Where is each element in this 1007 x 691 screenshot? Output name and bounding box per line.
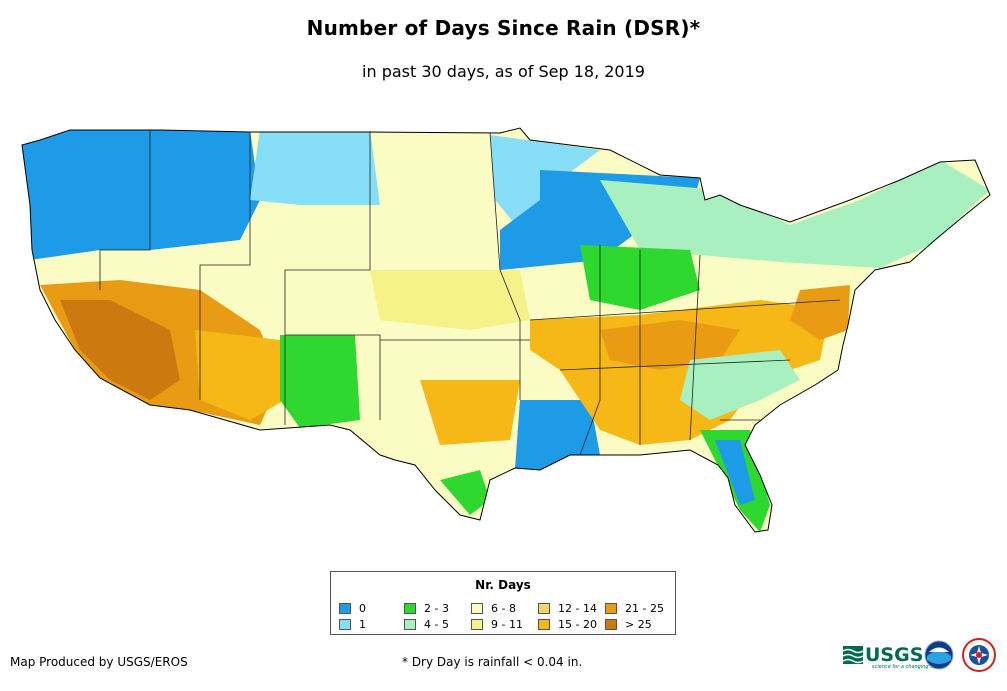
legend-label: 12 - 14 [558, 602, 597, 615]
dsr-area-9-11-plains [370, 270, 530, 330]
legend-label: > 25 [625, 618, 652, 631]
legend-swatch [605, 619, 617, 630]
dsr-area-15-20-arizona [195, 330, 285, 420]
usgs-logo: USGS [843, 642, 923, 668]
legend-item: 15 - 20 [538, 618, 597, 631]
dsr-area-15-20-texas [420, 380, 520, 445]
dsr-area-2-3-new-mexico [280, 335, 360, 428]
legend-item: 0 [339, 602, 366, 615]
legend-item: 9 - 11 [471, 618, 523, 631]
dsr-area-1-montana [250, 130, 380, 205]
legend-label: 15 - 20 [558, 618, 597, 631]
legend-item: 21 - 25 [605, 602, 664, 615]
dsr-area-over-25-california [60, 300, 180, 400]
dsr-area-21-25-mid-atlantic [790, 285, 850, 340]
legend-label: 21 - 25 [625, 602, 664, 615]
legend-swatch [404, 603, 416, 614]
noaa-logo-icon [924, 640, 954, 670]
legend-item: 4 - 5 [404, 618, 449, 631]
dsr-area-0-florida [715, 440, 755, 505]
dsr-area-4-5-carolinas [680, 350, 800, 420]
legend-swatch [404, 619, 416, 630]
legend-item: > 25 [605, 618, 652, 631]
dsr-categories [22, 128, 990, 532]
dry-day-note: * Dry Day is rainfall < 0.04 in. [402, 655, 583, 669]
legend-swatch [538, 619, 550, 630]
legend-item: 6 - 8 [471, 602, 516, 615]
legend-item: 2 - 3 [404, 602, 449, 615]
map-title: Number of Days Since Rain (DSR)* [306, 16, 701, 40]
map-subtitle: in past 30 days, as of Sep 18, 2019 [362, 62, 645, 81]
us-outline [21, 127, 991, 533]
legend-swatch [471, 619, 483, 630]
legend-swatch [339, 619, 351, 630]
legend-label: 2 - 3 [424, 602, 449, 615]
legend-swatch [538, 603, 550, 614]
legend-item: 1 [339, 618, 366, 631]
usgs-wordmark: USGS [865, 644, 924, 666]
us-dsr-map [21, 127, 991, 533]
legend-label: 9 - 11 [491, 618, 523, 631]
dsr-area-2-3-south-texas [440, 470, 490, 515]
usgs-tagline: science for a changing world [872, 664, 944, 670]
usgs-waves-icon [843, 646, 863, 664]
legend-label: 6 - 8 [491, 602, 516, 615]
legend-swatch [605, 603, 617, 614]
legend-label: 4 - 5 [424, 618, 449, 631]
nws-logo-icon [962, 638, 996, 672]
legend-swatch [471, 603, 483, 614]
state-boundaries [99, 130, 841, 456]
legend-title: Nr. Days [475, 578, 531, 592]
legend-label: 1 [359, 618, 366, 631]
dsr-area-0-northwest [22, 130, 260, 260]
legend-swatch [339, 603, 351, 614]
dsr-area-21-25-tennessee [600, 320, 740, 370]
legend-label: 0 [359, 602, 366, 615]
legend: Nr. Days 0 1 2 - 3 4 - 5 6 - 8 9 - 11 12 - 14 1… [330, 571, 676, 635]
dsr-area-0-louisiana [515, 400, 600, 470]
map-credit: Map Produced by USGS/EROS [10, 655, 188, 669]
legend-item: 12 - 14 [538, 602, 597, 615]
dsr-area-4-5-northeast [600, 160, 990, 268]
